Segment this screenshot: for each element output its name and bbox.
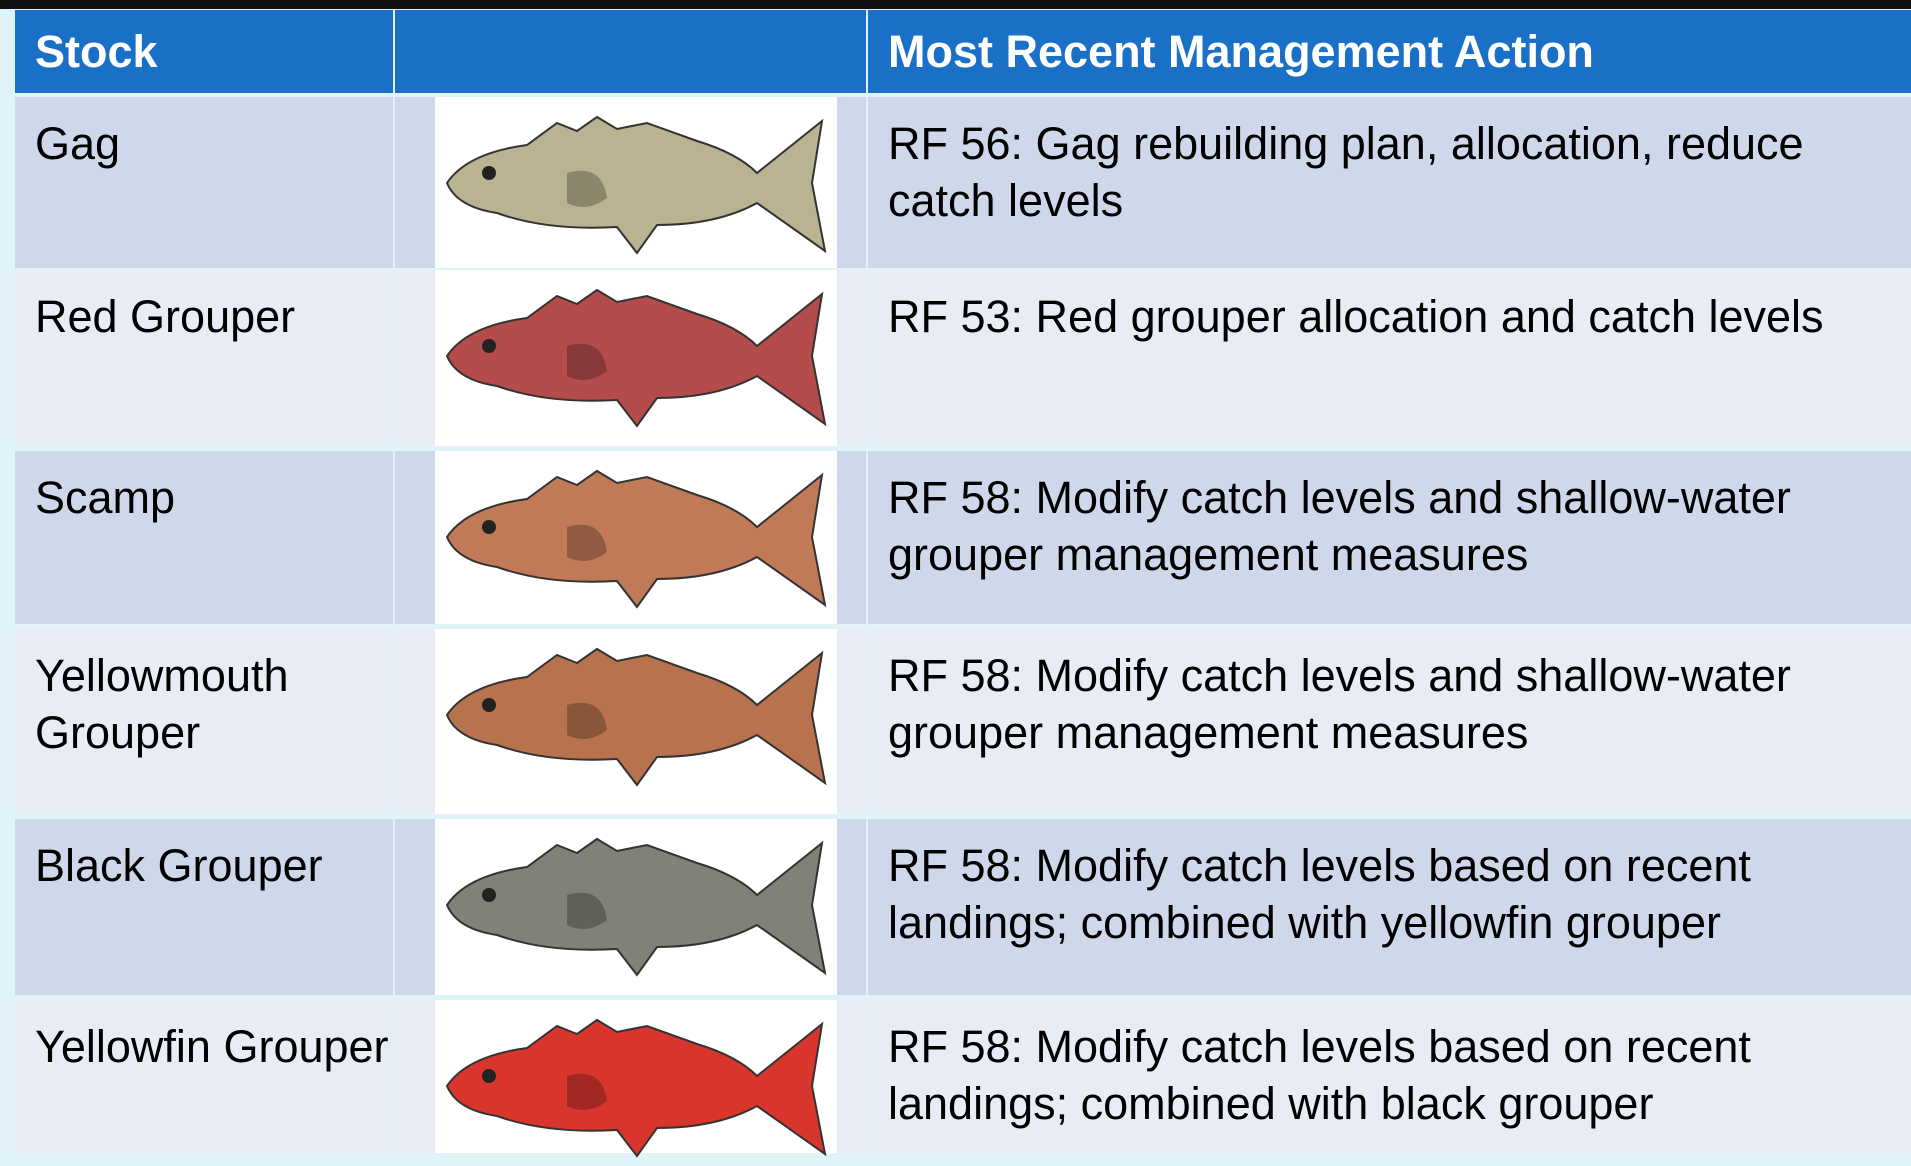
stock-cell: Red Grouper xyxy=(15,270,393,446)
top-bar xyxy=(0,0,1911,9)
header-stock: Stock xyxy=(15,10,393,93)
fish-image xyxy=(437,103,837,263)
stock-cell: Black Grouper xyxy=(15,819,393,995)
action-cell: RF 58: Modify catch levels based on rece… xyxy=(868,1000,1911,1153)
action-cell: RF 58: Modify catch levels based on rece… xyxy=(868,819,1911,995)
action-cell: RF 56: Gag rebuilding plan, allocation, … xyxy=(868,97,1911,268)
fish-image xyxy=(437,825,837,985)
fish-image xyxy=(437,1006,837,1166)
stock-cell: Scamp xyxy=(15,451,393,624)
stock-cell: Yellowmouth Grouper xyxy=(15,629,393,814)
fish-image xyxy=(437,635,837,795)
stock-cell: Yellowfin Grouper xyxy=(15,1000,393,1153)
fish-image xyxy=(437,276,837,436)
header-action: Most Recent Management Action xyxy=(868,10,1911,93)
header-image xyxy=(395,10,866,93)
action-cell: RF 58: Modify catch levels and shallow-w… xyxy=(868,451,1911,624)
action-cell: RF 53: Red grouper allocation and catch … xyxy=(868,270,1911,446)
stock-cell: Gag xyxy=(15,97,393,268)
fish-image xyxy=(437,457,837,617)
action-cell: RF 58: Modify catch levels and shallow-w… xyxy=(868,629,1911,814)
